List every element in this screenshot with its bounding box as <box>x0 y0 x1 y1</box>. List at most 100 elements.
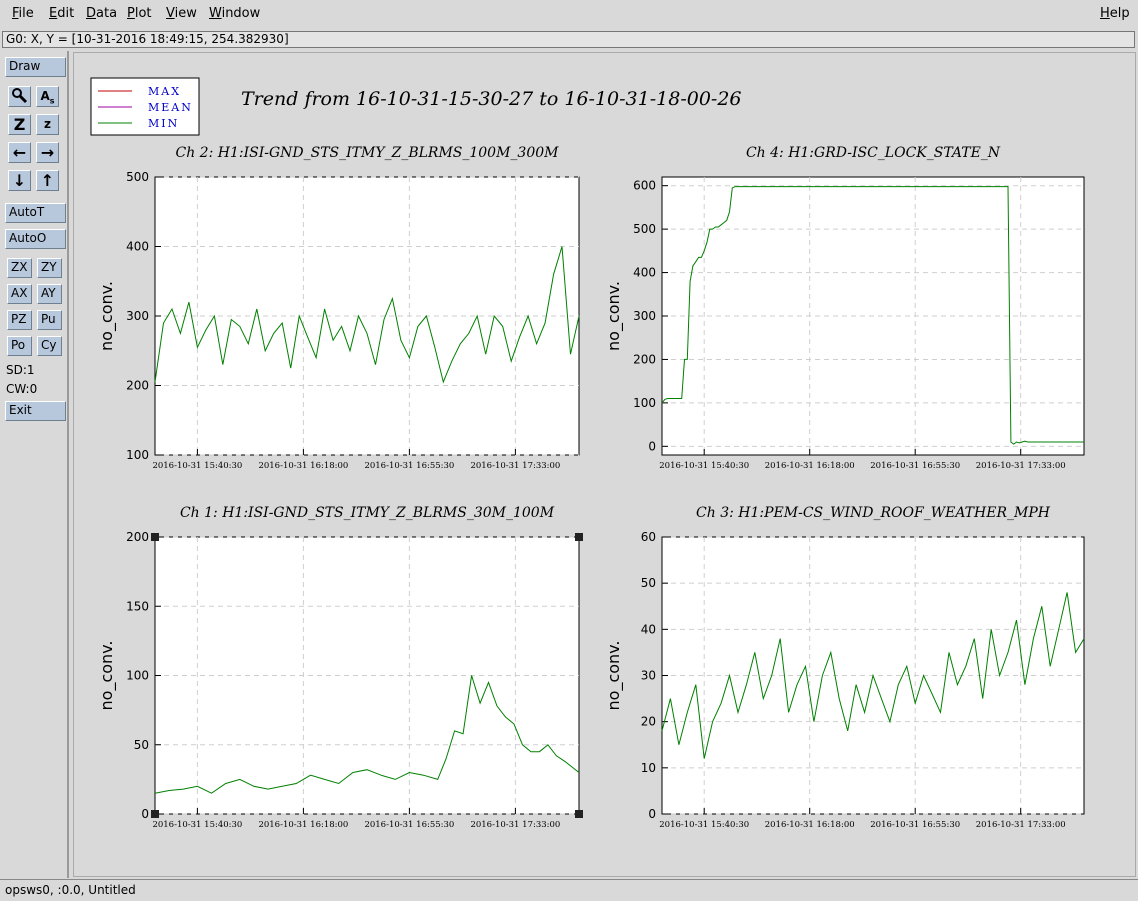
x-tick-label: 2016-10-31 16:55:30 <box>364 820 454 830</box>
x-tick-label: 2016-10-31 15:40:30 <box>659 820 749 830</box>
chart-panel-3[interactable]: Ch 3: H1:PEM-CS_WIND_ROOF_WEATHER_MPH no_… <box>604 505 1085 830</box>
y-tick-label: 50 <box>641 576 656 590</box>
selection-handle[interactable] <box>151 810 159 818</box>
y-tick-label: 400 <box>126 240 149 254</box>
autot-button[interactable]: AutoT <box>5 203 66 223</box>
zoom-out-icon[interactable]: Z <box>8 114 31 135</box>
selection-handle[interactable] <box>575 810 583 818</box>
menu-plot[interactable]: Plot <box>127 6 152 21</box>
y-tick-label: 300 <box>126 309 149 323</box>
arrow-left-icon[interactable]: ← <box>8 142 31 163</box>
x-tick-label: 2016-10-31 16:18:00 <box>765 461 855 471</box>
menu-help[interactable]: Help <box>1100 6 1130 21</box>
y-tick-label: 100 <box>126 669 149 683</box>
chart-title: Ch 4: H1:GRD-ISC_LOCK_STATE_N <box>746 145 1001 161</box>
x-tick-label: 2016-10-31 15:40:30 <box>659 461 749 471</box>
trend-title: Trend from 16-10-31-15-30-27 to 16-10-31… <box>241 88 742 110</box>
selection-handle[interactable] <box>151 533 159 541</box>
arrow-right-icon[interactable]: → <box>36 142 59 163</box>
y-tick-label: 150 <box>126 599 149 613</box>
y-tick-label: 100 <box>126 448 149 462</box>
x-tick-label: 2016-10-31 16:55:30 <box>870 461 960 471</box>
series-line-min <box>661 592 1085 759</box>
y-tick-label: 0 <box>648 439 656 453</box>
menu-data[interactable]: Data <box>86 6 118 21</box>
arrow-up-icon[interactable]: ↑ <box>36 170 59 191</box>
y-tick-label: 20 <box>641 715 656 729</box>
charts-group: Ch 2: H1:ISI-GND_STS_ITMY_Z_BLRMS_100M_3… <box>97 145 1085 830</box>
legend-label-mean: MEAN <box>148 101 193 114</box>
menu-bar: File Edit Data Plot View Window Help <box>0 0 1138 29</box>
y-tick-label: 500 <box>126 170 149 184</box>
y-tick-label: 600 <box>633 179 656 193</box>
series-line-min <box>154 675 580 794</box>
y-tick-label: 50 <box>134 738 149 752</box>
zx-button[interactable]: ZX <box>7 258 32 278</box>
chart-panel-2[interactable]: Ch 1: H1:ISI-GND_STS_ITMY_Z_BLRMS_30M_10… <box>97 505 580 830</box>
y-tick-label: 0 <box>141 807 149 821</box>
y-tick-label: 100 <box>633 396 656 410</box>
menu-view[interactable]: View <box>166 6 197 21</box>
x-tick-label: 2016-10-31 17:33:00 <box>470 820 560 830</box>
x-tick-label: 2016-10-31 17:33:00 <box>470 461 560 471</box>
zoom-in-icon[interactable]: z <box>36 114 59 135</box>
series-line-min <box>154 246 580 384</box>
magnify-icon[interactable] <box>8 86 31 107</box>
plots-svg[interactable]: MAX MEAN MIN Trend from 16-10-31-15-30-2… <box>74 53 1135 876</box>
y-axis-label: no_conv. <box>604 281 624 351</box>
y-tick-label: 200 <box>126 379 149 393</box>
coordinate-readout: G0: X, Y = [10-31-2016 18:49:15, 254.382… <box>2 31 1135 48</box>
chart-title: Ch 3: H1:PEM-CS_WIND_ROOF_WEATHER_MPH <box>696 505 1051 521</box>
x-tick-label: 2016-10-31 16:18:00 <box>258 820 348 830</box>
legend-label-min: MIN <box>148 117 179 130</box>
chart-title: Ch 1: H1:ISI-GND_STS_ITMY_Z_BLRMS_30M_10… <box>180 505 555 521</box>
y-tick-label: 30 <box>641 669 656 683</box>
zy-button[interactable]: ZY <box>37 258 62 278</box>
ay-button[interactable]: AY <box>37 284 62 304</box>
plot-canvas[interactable]: MAX MEAN MIN Trend from 16-10-31-15-30-2… <box>73 52 1136 877</box>
draw-button[interactable]: Draw <box>5 57 66 77</box>
series-line-min <box>661 186 1084 445</box>
chart-panel-0[interactable]: Ch 2: H1:ISI-GND_STS_ITMY_Z_BLRMS_100M_3… <box>97 145 580 471</box>
x-tick-label: 2016-10-31 17:33:00 <box>976 820 1066 830</box>
x-tick-label: 2016-10-31 15:40:30 <box>152 820 242 830</box>
selection-handle[interactable] <box>575 533 583 541</box>
legend-label-max: MAX <box>148 85 181 98</box>
menu-window[interactable]: Window <box>209 6 261 21</box>
chart-title: Ch 2: H1:ISI-GND_STS_ITMY_Z_BLRMS_100M_3… <box>176 145 560 161</box>
exit-button[interactable]: Exit <box>5 401 66 421</box>
x-tick-label: 2016-10-31 16:55:30 <box>364 461 454 471</box>
y-tick-label: 60 <box>641 530 656 544</box>
x-tick-label: 2016-10-31 16:55:30 <box>870 820 960 830</box>
y-tick-label: 400 <box>633 266 656 280</box>
text-icon[interactable]: As <box>36 86 59 107</box>
cw-label: CW:0 <box>6 382 38 396</box>
arrow-down-icon[interactable]: ↓ <box>8 170 31 191</box>
sd-label: SD:1 <box>6 363 35 377</box>
ax-button[interactable]: AX <box>7 284 32 304</box>
chart-panel-1[interactable]: Ch 4: H1:GRD-ISC_LOCK_STATE_N no_conv. 0 10… <box>604 145 1085 471</box>
x-tick-label: 2016-10-31 15:40:30 <box>152 461 242 471</box>
y-tick-label: 40 <box>641 622 656 636</box>
magnify-icon-glyph <box>12 88 28 104</box>
y-tick-label: 200 <box>633 352 656 366</box>
status-bar: opsws0, :0.0, Untitled <box>0 879 1138 901</box>
autoo-button[interactable]: AutoO <box>5 229 66 249</box>
pu-button[interactable]: Pu <box>37 310 62 330</box>
menu-edit[interactable]: Edit <box>49 6 75 21</box>
y-tick-label: 500 <box>633 222 656 236</box>
legend: MAX MEAN MIN <box>90 77 200 136</box>
x-tick-label: 2016-10-31 16:18:00 <box>258 461 348 471</box>
y-axis-label: no_conv. <box>97 641 117 711</box>
cy-button[interactable]: Cy <box>37 336 62 356</box>
y-tick-label: 300 <box>633 309 656 323</box>
y-tick-label: 0 <box>648 807 656 821</box>
po-button[interactable]: Po <box>7 336 32 356</box>
menu-file[interactable]: File <box>12 6 34 21</box>
y-axis-label: no_conv. <box>97 281 117 351</box>
pz-button[interactable]: PZ <box>7 310 32 330</box>
x-tick-label: 2016-10-31 16:18:00 <box>765 820 855 830</box>
y-tick-label: 10 <box>641 761 656 775</box>
y-axis-label: no_conv. <box>604 641 624 711</box>
left-toolbar: Draw As Z z ← → ↓ ↑ AutoT AutoO ZX ZY AX… <box>0 51 69 878</box>
